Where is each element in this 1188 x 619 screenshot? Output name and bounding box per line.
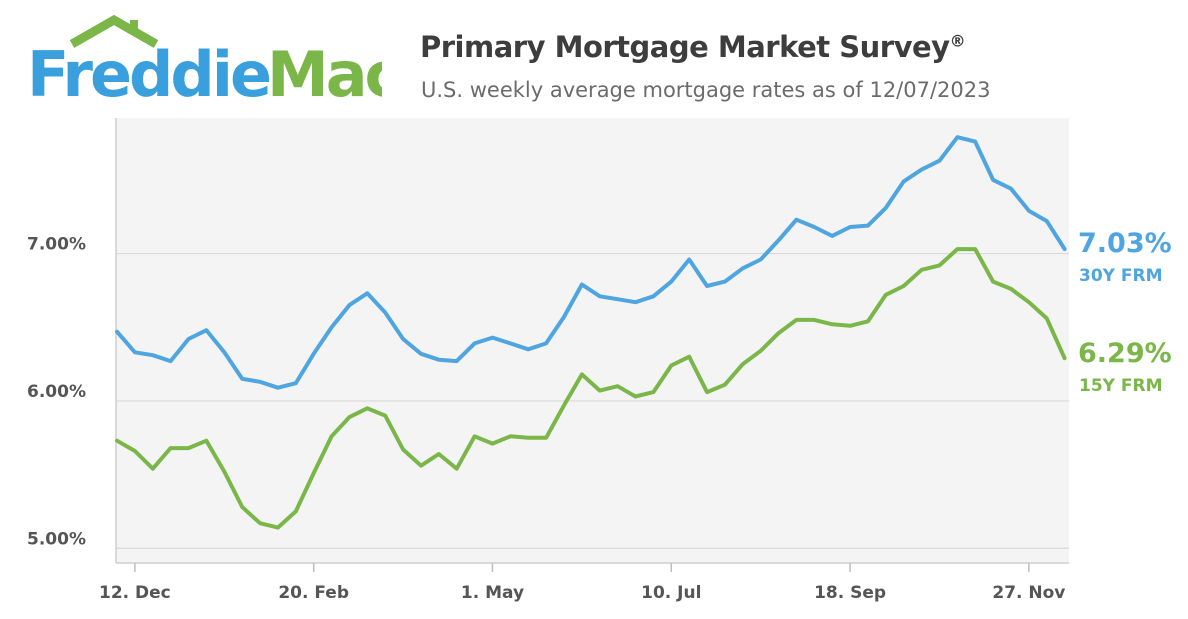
plot-background (116, 118, 1069, 563)
logo-text-mac: Mac (267, 38, 382, 111)
page-subtitle: U.S. weekly average mortgage rates as of… (421, 78, 991, 102)
x-tick-label: 27. Nov (992, 583, 1065, 603)
series-lines (115, 135, 1067, 530)
gridlines (116, 252, 1069, 549)
x-axis-ticks: 12. Dec 20. Feb 1. May 10. Jul 18. Sep 27. No… (99, 563, 1065, 603)
x-tick-label: 12. Dec (99, 583, 171, 603)
series-line-30y-frm (115, 135, 1067, 390)
y-tick-label: 7.00% (27, 235, 86, 255)
y-tick-label: 6.00% (27, 382, 86, 402)
x-tick-label: 18. Sep (814, 583, 886, 603)
y-axis-ticks: 5.00% 6.00% 7.00% (27, 235, 86, 550)
series-name-label: 15Y FRM (1079, 376, 1163, 396)
logo-chimney (130, 20, 138, 32)
x-tick-label: 1. May (461, 583, 524, 603)
end-value-label: 6.29% (1078, 338, 1172, 369)
series-name-label: 30Y FRM (1079, 266, 1163, 286)
logo-text-freddie: Freddie (27, 38, 270, 111)
freddie-mac-logo: Freddie Mac (22, 14, 401, 114)
end-labels: 7.03% 30Y FRM 6.29% 15Y FRM (1078, 228, 1172, 396)
y-tick-label: 5.00% (27, 529, 86, 549)
logo-roof (69, 14, 159, 48)
x-tick-label: 20. Feb (278, 583, 349, 603)
title-text: Primary Mortgage Market Survey (420, 30, 950, 64)
registered-mark: ® (949, 31, 966, 51)
series-line-15y-frm (115, 247, 1067, 530)
page-title: Primary Mortgage Market Survey® (420, 30, 966, 64)
x-tick-label: 10. Jul (641, 583, 701, 603)
logo-graphic: Freddie Mac (27, 14, 401, 111)
end-value-label: 7.03% (1078, 228, 1172, 259)
